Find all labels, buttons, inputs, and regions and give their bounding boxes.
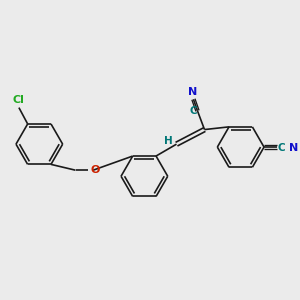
Text: O: O (91, 165, 100, 175)
Text: N: N (289, 143, 298, 153)
Text: C: C (189, 106, 197, 116)
Text: Cl: Cl (13, 95, 25, 105)
Text: H: H (164, 136, 173, 146)
Text: N: N (188, 88, 197, 98)
Text: C: C (278, 143, 285, 153)
